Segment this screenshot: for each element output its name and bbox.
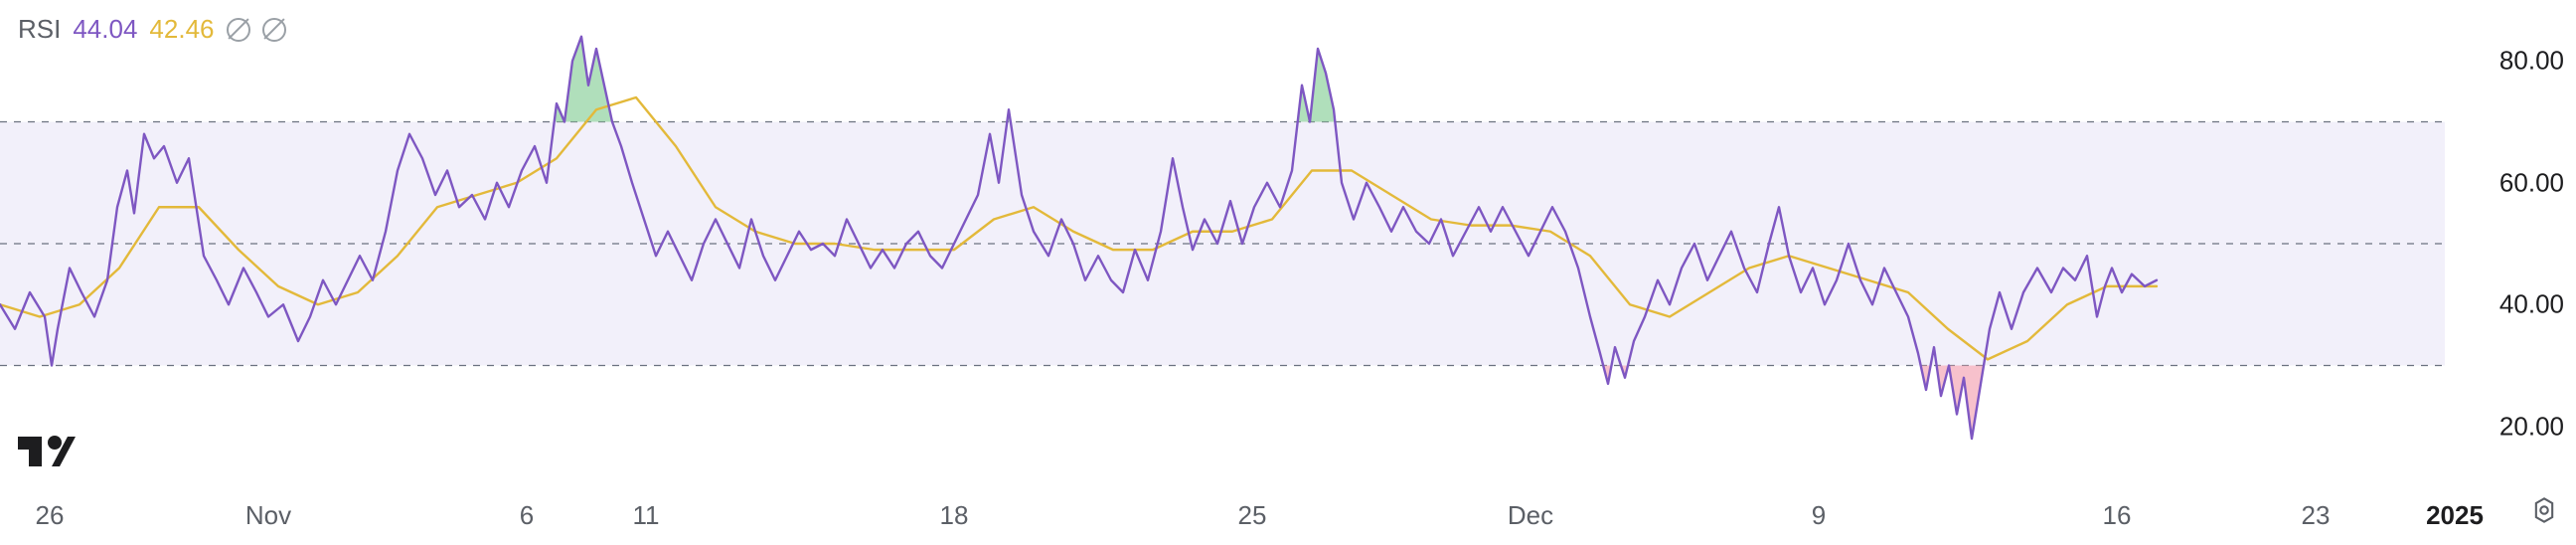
xaxis-tick-label: 2025	[2426, 500, 2484, 531]
visibility-toggle-icon[interactable]	[227, 18, 250, 42]
yaxis-tick-label: 20.00	[2499, 411, 2564, 442]
settings-icon[interactable]	[2530, 496, 2558, 529]
xaxis-tick-label: Nov	[245, 500, 291, 531]
xaxis-tick-label: Dec	[1508, 500, 1553, 531]
xaxis-tick-label: 16	[2103, 500, 2132, 531]
indicator-legend[interactable]: RSI 44.04 42.46	[18, 14, 286, 45]
xaxis-tick-label: 11	[633, 500, 660, 531]
indicator-value-primary: 44.04	[73, 14, 137, 45]
rsi-chart-panel	[0, 0, 2576, 545]
xaxis-tick-label: 9	[1812, 500, 1826, 531]
yaxis-tick-label: 60.00	[2499, 167, 2564, 198]
yaxis-tick-label: 80.00	[2499, 46, 2564, 77]
xaxis-tick-label: 25	[1238, 500, 1267, 531]
xaxis-tick-label: 6	[520, 500, 534, 531]
indicator-name: RSI	[18, 14, 61, 45]
xaxis-tick-label: 26	[36, 500, 65, 531]
visibility-toggle-icon[interactable]	[262, 18, 286, 42]
indicator-value-secondary: 42.46	[149, 14, 214, 45]
tradingview-logo-icon	[18, 435, 78, 473]
chart-svg	[0, 0, 2576, 545]
xaxis-tick-label: 18	[940, 500, 969, 531]
xaxis-tick-label: 23	[2302, 500, 2331, 531]
yaxis-tick-label: 40.00	[2499, 289, 2564, 320]
